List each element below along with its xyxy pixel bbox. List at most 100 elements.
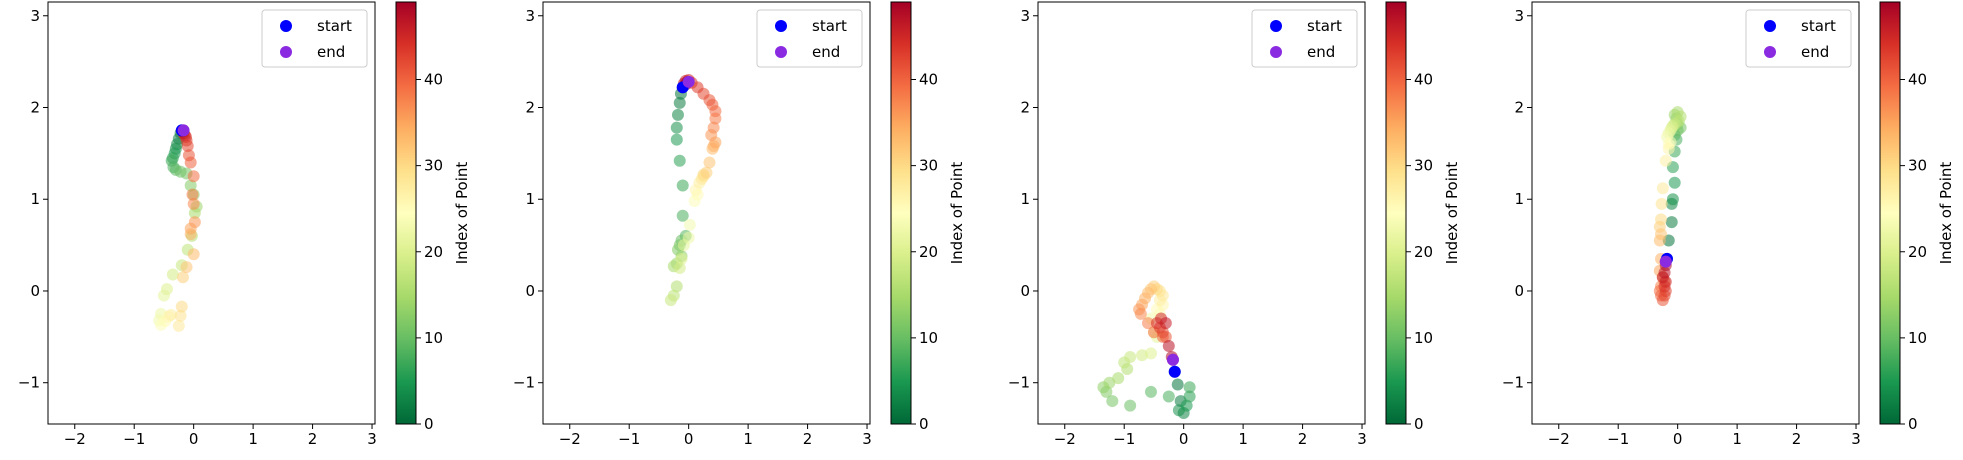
scatter-point bbox=[1171, 378, 1184, 391]
colorbar-label: Index of Point bbox=[1937, 162, 1955, 265]
scatter-point bbox=[1136, 349, 1149, 362]
scatter-point bbox=[188, 216, 201, 229]
scatter-point bbox=[1665, 216, 1678, 229]
colorbar-tick-label: 40 bbox=[919, 71, 938, 89]
scatter-point bbox=[165, 308, 178, 321]
scatter-point bbox=[157, 289, 170, 302]
x-tick-label: 3 bbox=[862, 430, 872, 448]
x-tick-label: 3 bbox=[1851, 430, 1861, 448]
y-tick-label: 0 bbox=[1020, 282, 1030, 300]
y-tick-label: 0 bbox=[1514, 282, 1524, 300]
colorbar-tick-label: 20 bbox=[1908, 243, 1927, 261]
scatter-point bbox=[1668, 176, 1681, 189]
end-marker bbox=[1166, 353, 1179, 366]
colorbar-label: Index of Point bbox=[948, 162, 966, 265]
x-tick-label: 2 bbox=[308, 430, 318, 448]
scatter-point bbox=[1162, 340, 1175, 353]
y-tick-label: 3 bbox=[30, 7, 40, 25]
colorbar-tick-label: 10 bbox=[424, 329, 443, 347]
scatter-series bbox=[664, 73, 722, 307]
scatter-point bbox=[1134, 307, 1147, 320]
scatter-point bbox=[1124, 399, 1137, 412]
subplot-3: −2 −1 0 1 2 3 −1 0 1 2 3 start end 0 10 20 30 40 Index of … bbox=[1008, 1, 1461, 448]
y-tick-label: 1 bbox=[30, 190, 40, 208]
x-tick-label: 2 bbox=[803, 430, 813, 448]
y-tick-label: 2 bbox=[1514, 99, 1524, 117]
legend-start-marker bbox=[775, 20, 787, 32]
legend: start end bbox=[756, 9, 863, 68]
y-tick-label: 2 bbox=[1020, 99, 1030, 117]
scatter-point bbox=[184, 179, 197, 192]
scatter-series bbox=[1653, 106, 1687, 307]
legend-end-marker bbox=[1764, 46, 1776, 58]
colorbar-fill bbox=[1385, 1, 1407, 425]
x-tick-label: −2 bbox=[1054, 430, 1076, 448]
legend-end-label: end bbox=[1307, 43, 1335, 61]
scatter-series bbox=[1097, 280, 1196, 419]
subplot-1: −2 −1 0 1 2 3 −1 0 1 2 3 start end 0 10 20 30 40 Index of … bbox=[18, 1, 471, 448]
x-tick-label: −2 bbox=[1548, 430, 1570, 448]
legend-end-label: end bbox=[812, 43, 840, 61]
scatter-point bbox=[175, 300, 188, 313]
y-tick-label: 2 bbox=[525, 99, 535, 117]
colorbar-tick-label: 0 bbox=[1414, 415, 1424, 433]
axes-frame bbox=[542, 1, 871, 425]
start-marker bbox=[1168, 365, 1181, 378]
scatter-point bbox=[1106, 395, 1119, 408]
scatter-point bbox=[176, 271, 189, 284]
x-tick-label: 0 bbox=[1673, 430, 1683, 448]
y-tick-label: −1 bbox=[1502, 374, 1524, 392]
y-tick-label: 1 bbox=[1514, 190, 1524, 208]
scatter-point bbox=[682, 231, 695, 244]
legend-end-label: end bbox=[317, 43, 345, 61]
scatter-point bbox=[187, 197, 200, 210]
axes-frame bbox=[1531, 1, 1860, 425]
scatter-point bbox=[1659, 154, 1672, 167]
colorbar-tick-label: 30 bbox=[1908, 157, 1927, 175]
scatter-point bbox=[187, 248, 200, 261]
scatter-point bbox=[671, 108, 684, 121]
y-tick-label: 3 bbox=[525, 7, 535, 25]
scatter-point bbox=[1162, 390, 1175, 403]
colorbar-tick-label: 30 bbox=[424, 157, 443, 175]
legend-start-label: start bbox=[1801, 17, 1836, 35]
scatter-point bbox=[676, 209, 689, 222]
scatter-point bbox=[664, 294, 677, 307]
scatter-point bbox=[1141, 317, 1154, 330]
scatter-point bbox=[174, 309, 187, 322]
y-tick-label: 1 bbox=[1020, 190, 1030, 208]
scatter-point bbox=[166, 268, 179, 281]
axes-frame bbox=[47, 1, 376, 425]
colorbar-tick-label: 20 bbox=[1414, 243, 1433, 261]
scatter-point bbox=[670, 133, 683, 146]
x-tick-label: 1 bbox=[1238, 430, 1248, 448]
scatter-point bbox=[1655, 197, 1668, 210]
colorbar-fill bbox=[1879, 1, 1901, 425]
scatter-point bbox=[1183, 381, 1196, 394]
colorbar-tick-label: 30 bbox=[1414, 157, 1433, 175]
legend-end-label: end bbox=[1801, 43, 1829, 61]
y-tick-label: −1 bbox=[18, 374, 40, 392]
colorbar-tick-label: 30 bbox=[919, 157, 938, 175]
scatter-point bbox=[670, 121, 683, 134]
legend: start end bbox=[261, 9, 368, 68]
colorbar-tick-label: 40 bbox=[424, 71, 443, 89]
x-tick-label: 1 bbox=[1732, 430, 1742, 448]
colorbar-tick-label: 10 bbox=[919, 329, 938, 347]
legend: start end bbox=[1251, 9, 1358, 68]
scatter-point bbox=[707, 121, 720, 134]
scatter-point bbox=[673, 96, 686, 109]
x-tick-label: 3 bbox=[1357, 430, 1367, 448]
legend-start-marker bbox=[1764, 20, 1776, 32]
legend-start-marker bbox=[280, 20, 292, 32]
axes-frame bbox=[1037, 1, 1366, 425]
scatter-point bbox=[187, 170, 200, 183]
x-tick-label: −1 bbox=[1113, 430, 1135, 448]
x-tick-label: 3 bbox=[367, 430, 377, 448]
scatter-point bbox=[673, 154, 686, 167]
scatter-point bbox=[188, 207, 201, 219]
y-tick-label: −1 bbox=[513, 374, 535, 392]
scatter-point bbox=[1103, 376, 1116, 389]
colorbar-fill bbox=[890, 1, 912, 425]
